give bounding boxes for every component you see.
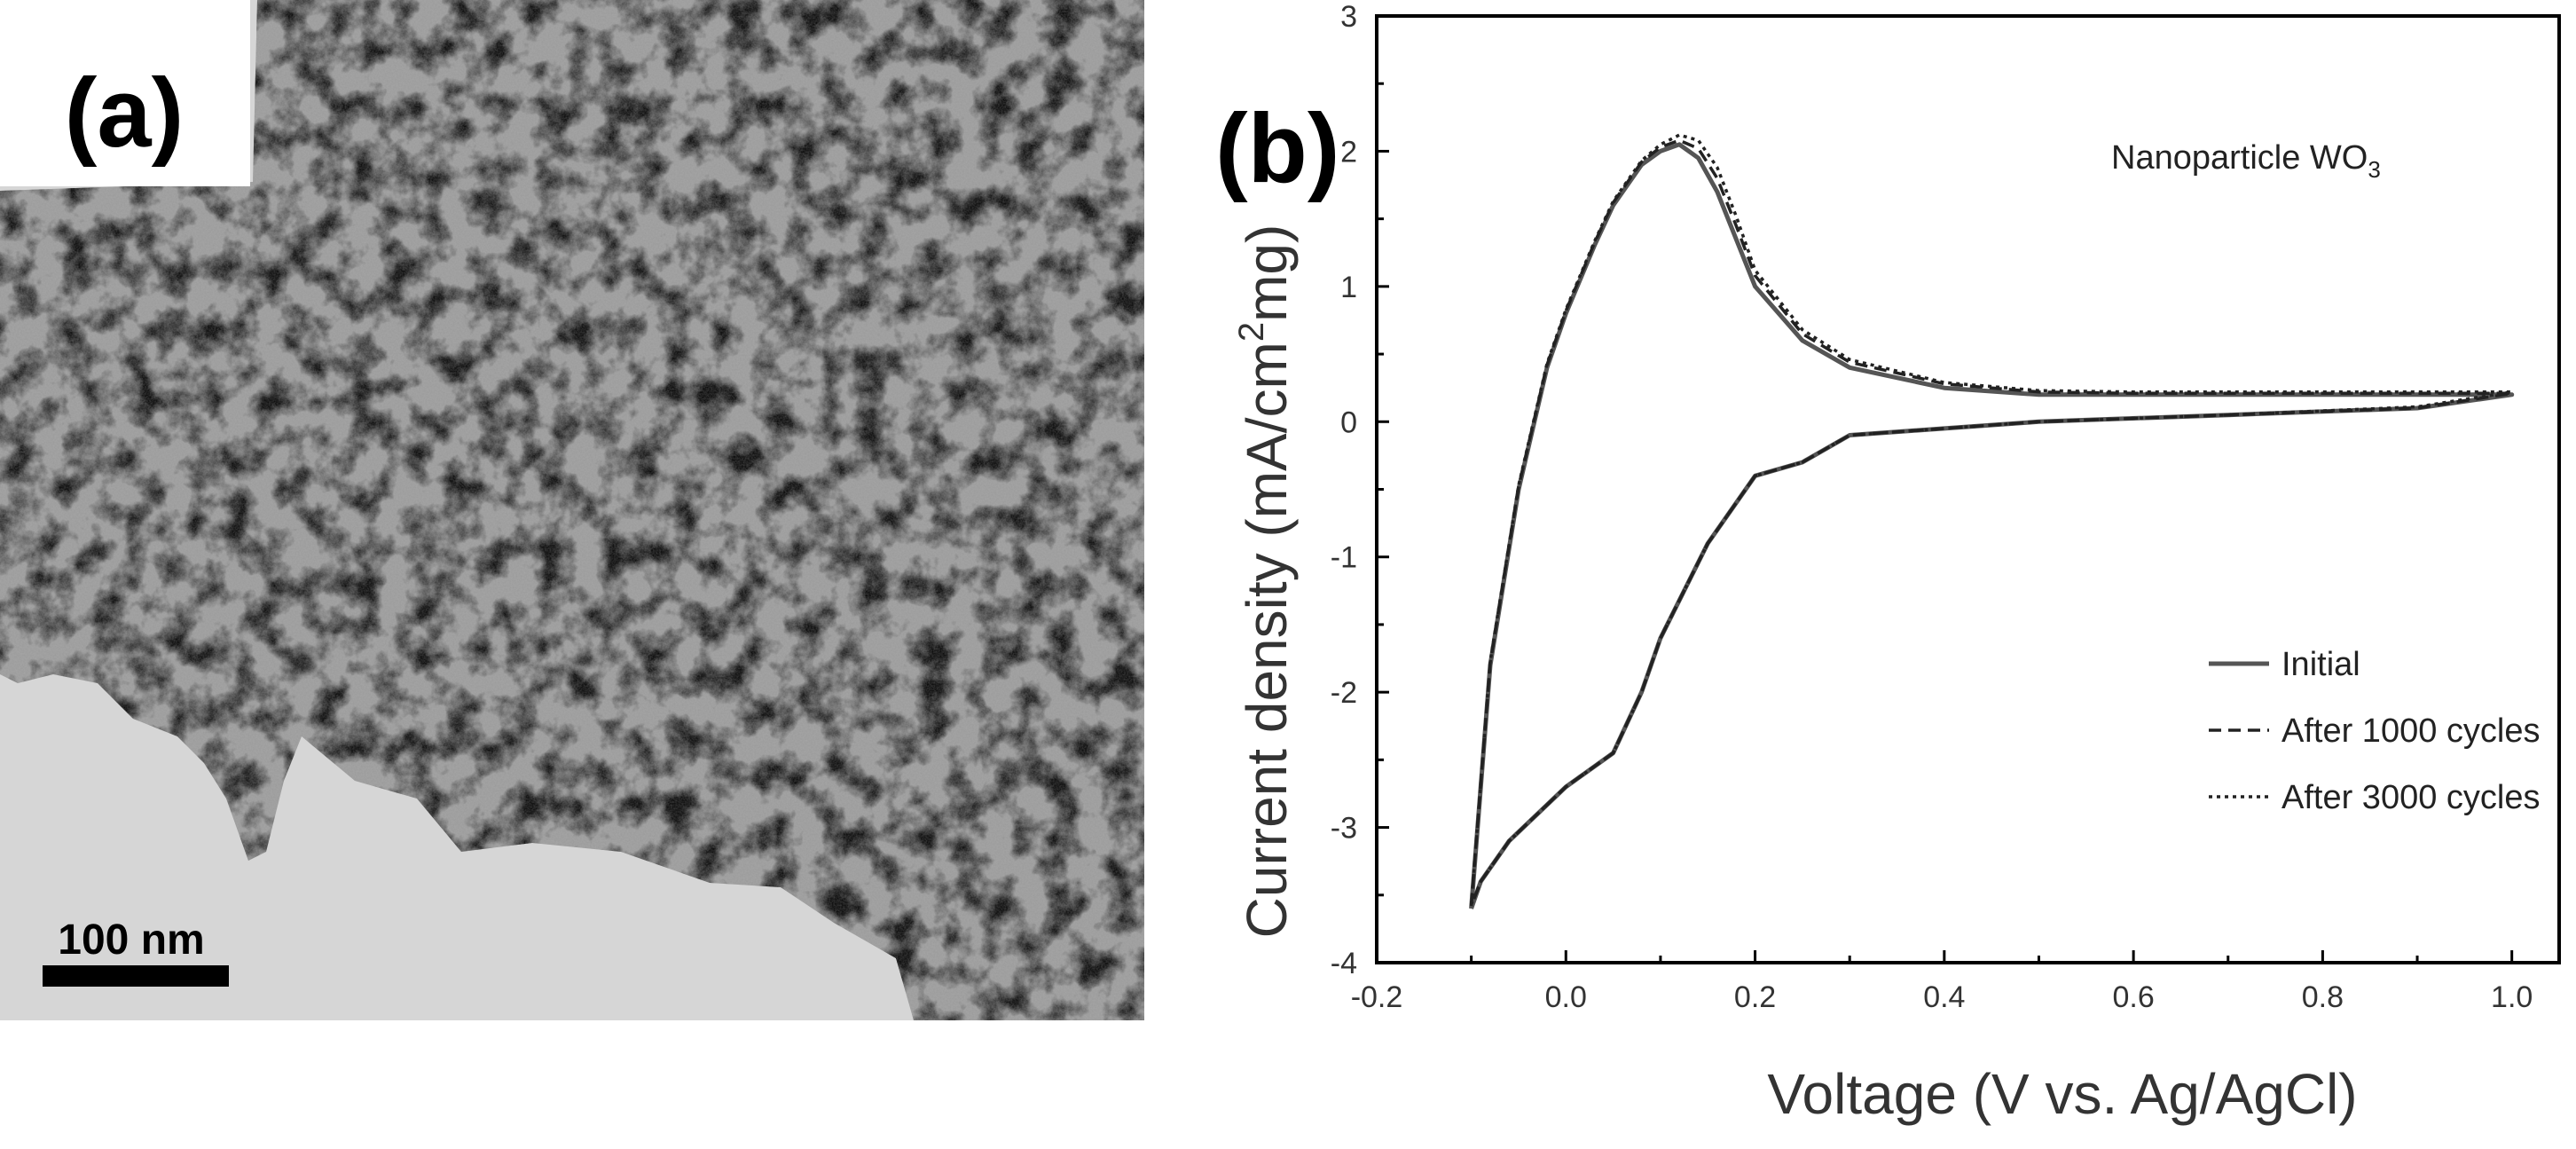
panel-b-label: (b)	[1215, 94, 1339, 203]
x-tick-label: 0.2	[1734, 980, 1776, 1014]
y-tick-label: -1	[1331, 541, 1357, 575]
legend-label: After 1000 cycles	[2281, 712, 2540, 750]
panel-a-label: (a)	[65, 59, 184, 168]
y-tick-labels: -4 -3 -2 -1 0 1 2 3	[1331, 0, 1357, 980]
y-tick-label: 3	[1340, 0, 1357, 34]
plot-frame	[1375, 14, 2561, 964]
panel-a-label-box	[0, 0, 250, 186]
legend-label: Initial	[2281, 646, 2360, 683]
y-axis-label-text: Current density (mA/cm	[1235, 342, 1299, 938]
sample-annotation: Nanoparticle WO3	[2111, 139, 2381, 183]
y-tick-label: -3	[1331, 812, 1357, 846]
y-tick-label: -4	[1331, 947, 1357, 980]
cv-chart-panel: -0.2 0.0 0.2 0.4 0.6 0.8 1.0 -4 -3 -2 -1 0 1 2 3 (b) …	[1171, 0, 2576, 1145]
scale-bar	[43, 965, 229, 987]
y-tick-label: -2	[1331, 676, 1357, 710]
scale-bar-label: 100 nm	[58, 917, 204, 964]
series-line-dotted	[1469, 133, 2514, 906]
y-axis-label: Current density (mA/cm2mg)	[1232, 224, 1299, 939]
x-tick-label: 0.4	[1923, 980, 1965, 1014]
x-tick-label: 0.6	[2112, 980, 2154, 1014]
legend-label: After 3000 cycles	[2281, 779, 2540, 816]
tem-micrograph-image: (a) 100 nm	[0, 0, 1144, 1020]
x-tick-labels: -0.2 0.0 0.2 0.4 0.6 0.8 1.0	[1351, 980, 2533, 1014]
y-axis-label-sup: 2	[1232, 322, 1271, 342]
x-tick-label: 1.0	[2491, 980, 2533, 1014]
y-tick-label: 0	[1340, 405, 1357, 439]
x-tick-label: -0.2	[1351, 980, 1403, 1014]
tem-micrograph-panel: (a) 100 nm	[0, 0, 1144, 1020]
sample-annotation-subscript: 3	[2368, 156, 2380, 183]
x-tick-label: 0.0	[1545, 980, 1587, 1014]
x-axis-label: Voltage (V vs. Ag/AgCl)	[1767, 1062, 2357, 1126]
sample-annotation-text: Nanoparticle WO	[2111, 139, 2368, 177]
y-tick-label: 2	[1340, 135, 1357, 169]
x-tick-label: 0.8	[2302, 980, 2344, 1014]
y-axis-label-tail: mg)	[1235, 224, 1299, 322]
axis-ticks	[1375, 14, 2514, 964]
legend: Initial After 1000 cycles After 3000 cycle…	[2209, 646, 2540, 816]
y-tick-label: 1	[1340, 271, 1357, 304]
series-layer	[1469, 133, 2515, 909]
